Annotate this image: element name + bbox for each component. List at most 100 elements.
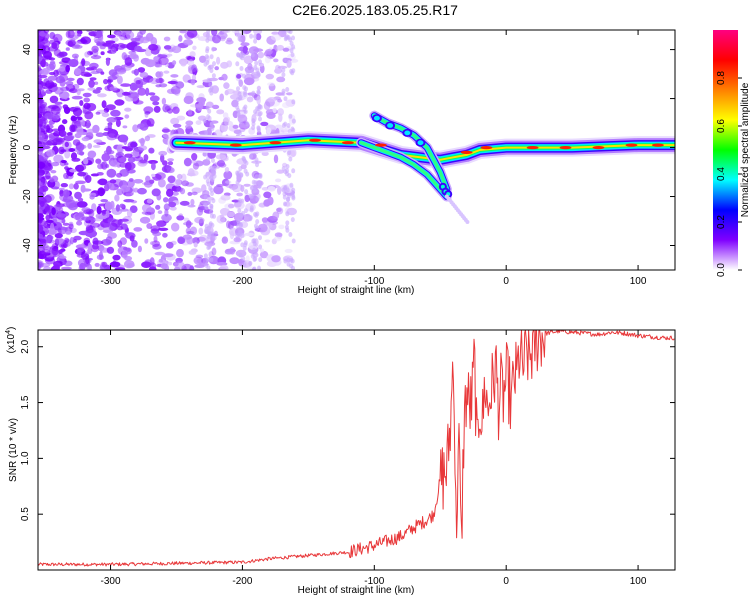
spectrogram-noise-dot — [62, 261, 67, 265]
spectrogram-noise-dot — [259, 64, 265, 74]
spectrogram-noise-dot — [243, 77, 255, 86]
spectrogram-noise-dot — [285, 211, 290, 217]
snr-y-tick-label: 2.0 — [20, 339, 31, 353]
spectrogram-noise-dot — [267, 186, 276, 192]
spectrogram-noise-dot — [172, 60, 177, 66]
spectrogram-noise-dot — [41, 248, 51, 255]
spectrogram-noise-dot — [51, 161, 60, 167]
spectrogram-noise-dot — [229, 247, 236, 255]
spectrogram-noise-dot — [114, 194, 120, 202]
spectrogram-noise-dot — [199, 55, 207, 63]
spectrogram-noise-dot — [96, 30, 103, 38]
spectrogram-noise-dot — [212, 173, 217, 179]
spectrogram-noise-dot — [55, 213, 67, 218]
spectrogram-x-tick-label: -100 — [364, 276, 384, 287]
spectrogram-noise-dot — [131, 240, 138, 248]
spectrogram-noise-dot — [66, 77, 75, 82]
spectrogram-noise-dot — [76, 151, 85, 155]
spectrogram-noise-dot — [105, 210, 110, 218]
spectrogram-noise-dot — [65, 47, 70, 51]
spectrogram-main-tone-band — [175, 139, 675, 161]
spectrogram-noise-dot — [256, 70, 261, 76]
spectrogram-noise-dot — [71, 157, 81, 162]
spectrogram-noise-dot — [43, 30, 50, 34]
spectrogram-noise-dot — [96, 172, 104, 176]
spectrogram-peak — [480, 146, 493, 150]
spectrogram-noise-dot — [40, 58, 46, 68]
spectrogram-noise-dot — [291, 44, 296, 50]
spectrogram-noise-dot — [287, 150, 292, 156]
spectrogram-noise-dot — [67, 30, 75, 39]
spectrogram-noise-dot — [176, 173, 183, 180]
spectrogram-noise-dot — [60, 183, 68, 188]
spectrogram-noise-dot — [45, 219, 54, 223]
spectrogram-noise-dot — [162, 232, 168, 238]
spectrogram-noise-dot — [72, 139, 81, 146]
spectrogram-noise-dot — [251, 90, 256, 96]
spectrogram-noise-dot — [88, 79, 95, 88]
spectrogram-noise-dot — [252, 257, 257, 262]
spectrogram-noise-dot — [205, 37, 210, 43]
spectrogram-noise-dot — [76, 77, 84, 86]
spectrogram-noise-dot — [138, 79, 148, 85]
spectrogram-noise-dot — [272, 107, 277, 114]
spectrogram-noise-dot — [38, 240, 41, 245]
spectrogram-noise-dot — [192, 162, 199, 170]
spectrogram-noise-dot — [63, 106, 71, 115]
spectrogram-noise-dot — [181, 180, 190, 187]
spectrogram-noise-dot — [165, 165, 171, 170]
spectrogram-noise-dot — [163, 203, 170, 211]
spectrogram-noise-dot — [285, 164, 290, 169]
spectrogram-noise-dot — [130, 93, 139, 102]
spectrogram-noise-dot — [253, 30, 263, 35]
spectrogram-noise-dot — [158, 56, 169, 66]
spectrogram-noise-dot — [174, 261, 185, 270]
spectrogram-noise-dot — [235, 61, 240, 67]
spectrogram-noise-dot — [120, 83, 131, 87]
spectrogram-noise-dot — [84, 111, 94, 120]
spectrogram-noise-dot — [209, 206, 214, 211]
spectrogram-noise-dot — [141, 203, 152, 213]
spectrogram-noise-dot — [181, 173, 187, 182]
spectrogram-noise-dot — [238, 229, 243, 235]
spectrogram-noise-dot — [167, 108, 173, 114]
spectrogram-noise-dot — [190, 198, 195, 206]
spectrogram-noise-dot — [190, 79, 196, 86]
spectrogram-noise-dot — [239, 212, 244, 218]
spectrogram-noise-dot — [126, 263, 135, 268]
spectrogram-noise-dot — [58, 60, 70, 65]
spectrogram-y-tick-label: 0 — [22, 144, 33, 150]
spectrogram-noise-dot — [116, 225, 124, 231]
spectrogram-noise-dot — [131, 84, 139, 91]
spectrogram-noise-dot — [84, 51, 90, 58]
spectrogram-noise-dot — [170, 74, 179, 78]
spectrogram-noise-dot — [277, 108, 284, 116]
spectrogram-noise-dot — [61, 266, 72, 270]
spectrogram-noise-dot — [258, 116, 262, 122]
spectrogram-noise-dot — [216, 214, 226, 224]
spectrogram-noise-dot — [253, 38, 258, 44]
spectrogram-noise-dot — [258, 257, 263, 263]
spectrogram-noise-dot — [211, 46, 216, 52]
spectrogram-noise-dot — [236, 52, 240, 58]
spectrogram-noise-dot — [137, 145, 148, 151]
spectrogram-noise-dot — [248, 215, 253, 221]
spectrogram-noise-dot — [185, 92, 194, 101]
spectrogram-noise-dot — [204, 54, 209, 60]
spectrogram-noise-dot — [156, 220, 167, 228]
colorbar-tick-label: 0.2 — [716, 215, 727, 229]
spectrogram-noise-dot — [75, 180, 86, 185]
spectrogram-noise-dot — [124, 153, 133, 158]
spectrogram-noise-dot — [137, 87, 147, 96]
spectrogram-noise-dot — [110, 109, 121, 117]
spectrogram-noise-dot — [50, 113, 60, 121]
spectrogram-noise-dot — [86, 122, 92, 127]
spectrogram-noise-dot — [64, 237, 70, 243]
spectrogram-noise-dot — [252, 241, 257, 247]
spectrogram-noise-dot — [112, 254, 121, 261]
spectrogram-noise-dot — [163, 253, 174, 258]
spectrogram-peak — [404, 130, 411, 136]
spectrogram-noise-dot — [251, 125, 256, 131]
spectrogram-noise-dot — [65, 83, 76, 92]
spectrogram-noise-dot — [249, 153, 254, 159]
